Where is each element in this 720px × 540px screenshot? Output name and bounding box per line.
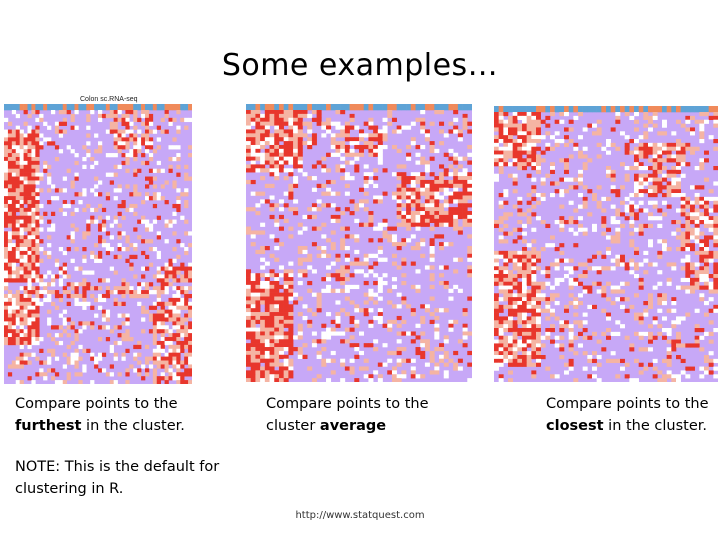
heatmap-closest-linkage bbox=[494, 106, 718, 382]
caption-average: Compare points to the cluster average bbox=[266, 396, 429, 434]
default-note: NOTE: This is the default for clustering… bbox=[15, 459, 220, 497]
footer-url: http://www.statquest.com bbox=[295, 510, 425, 521]
caption-closest: Compare points to the closest in the clu… bbox=[546, 396, 709, 434]
caption-furthest: Compare points to the furthest in the cl… bbox=[15, 396, 185, 434]
slide-title: Some examples… bbox=[221, 48, 499, 83]
heatmap-label: Colon sc.RNA-seq bbox=[80, 96, 138, 103]
heatmap-average-linkage bbox=[246, 104, 472, 382]
heatmap-furthest-linkage bbox=[4, 104, 192, 384]
